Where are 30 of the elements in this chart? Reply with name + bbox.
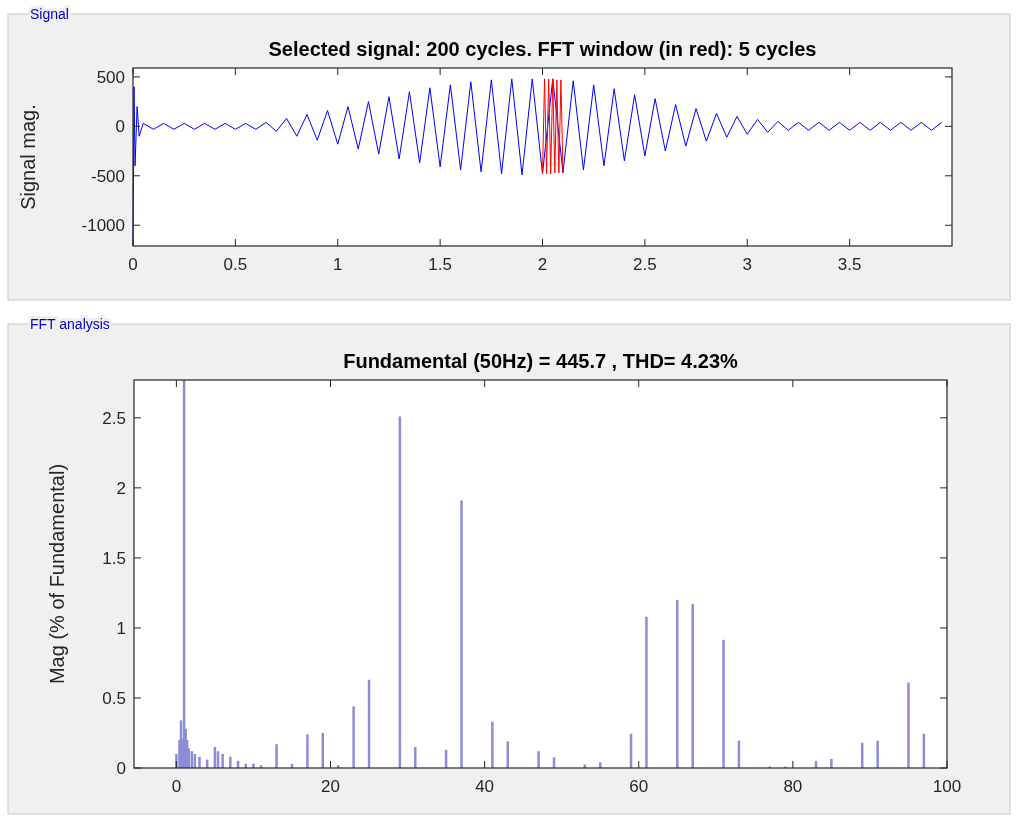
y-tick-label: -500 xyxy=(90,166,125,186)
x-tick-label: 40 xyxy=(475,777,495,796)
y-tick-label: 500 xyxy=(96,67,125,87)
x-tick-label: 100 xyxy=(932,777,962,796)
y-tick-label: -1000 xyxy=(81,216,125,236)
y-tick-label: 0 xyxy=(115,117,125,137)
y-tick-label: 2 xyxy=(116,478,126,498)
y-axis-title: Signal mag. xyxy=(17,104,39,210)
x-tick-label: 0.5 xyxy=(223,255,248,274)
y-tick-label: 1.5 xyxy=(102,548,126,568)
x-tick-label: 3.5 xyxy=(837,255,862,274)
y-tick-label: 0.5 xyxy=(102,688,126,708)
x-tick-label: 1 xyxy=(333,255,343,274)
y-tick-label: 2.5 xyxy=(102,408,126,428)
chart-title: Selected signal: 200 cycles. FFT window (in red): 5 cycles xyxy=(268,38,817,60)
y-axis-title: Mag (% of Fundamental) xyxy=(46,463,68,685)
x-tick-label: 0 xyxy=(171,777,182,796)
x-tick-label: 3 xyxy=(742,255,752,274)
x-tick-label: 60 xyxy=(629,777,649,796)
text: Signal xyxy=(30,6,69,22)
x-tick-label: 2 xyxy=(537,255,548,274)
x-tick-label: 2.5 xyxy=(633,255,657,274)
y-tick-label: 0 xyxy=(116,759,126,778)
y-tick-label: 1 xyxy=(116,618,126,638)
x-tick-label: 80 xyxy=(783,777,803,796)
text: FFT analysis xyxy=(30,316,110,332)
x-tick-label: 0 xyxy=(128,255,138,274)
chart-title: Fundamental (50Hz) = 445.7 , THD= 4.23% xyxy=(343,350,738,372)
x-tick-label: 20 xyxy=(321,777,340,796)
x-tick-label: 1.5 xyxy=(428,255,452,274)
